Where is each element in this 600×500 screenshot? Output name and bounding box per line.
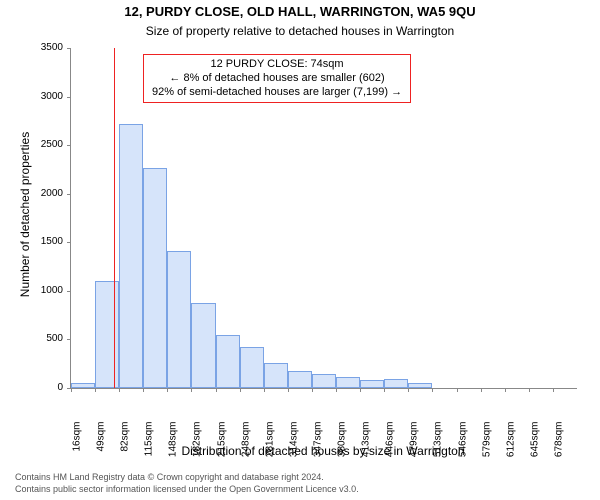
plot-area: 0500100015002000250030003500 16sqm49sqm8… — [70, 48, 577, 389]
y-tick — [67, 242, 71, 243]
y-tick-label: 1000 — [23, 285, 63, 296]
x-tick — [529, 388, 530, 392]
credit-line-1: Contains HM Land Registry data © Crown c… — [15, 472, 324, 482]
callout-line-3: 92% of semi-detached houses are larger (… — [152, 86, 402, 100]
x-tick — [457, 388, 458, 392]
credit-line-2: Contains public sector information licen… — [15, 484, 359, 494]
x-tick — [336, 388, 337, 392]
histogram-bar — [143, 168, 167, 388]
callout-line-2: ← 8% of detached houses are smaller (602… — [152, 72, 402, 86]
x-tick — [240, 388, 241, 392]
y-tick-label: 2000 — [23, 188, 63, 199]
chart-title: 12, PURDY CLOSE, OLD HALL, WARRINGTON, W… — [0, 4, 600, 19]
property-marker-line — [114, 48, 115, 388]
x-tick — [216, 388, 217, 392]
x-axis-label: Distribution of detached houses by size … — [70, 444, 576, 458]
callout-box: 12 PURDY CLOSE: 74sqm ← 8% of detached h… — [143, 54, 411, 103]
x-tick — [408, 388, 409, 392]
x-tick — [143, 388, 144, 392]
y-tick — [67, 48, 71, 49]
histogram-bar — [288, 371, 312, 388]
y-tick-label: 1500 — [23, 236, 63, 247]
chart-container: 12, PURDY CLOSE, OLD HALL, WARRINGTON, W… — [0, 0, 600, 500]
y-tick-label: 3500 — [23, 42, 63, 53]
y-tick — [67, 97, 71, 98]
y-tick-label: 0 — [23, 382, 63, 393]
y-tick-label: 3000 — [23, 91, 63, 102]
histogram-bar — [264, 363, 288, 388]
histogram-bar — [360, 380, 384, 388]
x-tick — [288, 388, 289, 392]
x-tick — [432, 388, 433, 392]
y-tick — [67, 145, 71, 146]
y-tick — [67, 194, 71, 195]
histogram-bar — [191, 303, 215, 388]
x-tick — [119, 388, 120, 392]
x-tick — [312, 388, 313, 392]
x-tick — [384, 388, 385, 392]
histogram-bar — [240, 347, 264, 388]
x-tick — [360, 388, 361, 392]
y-tick — [67, 291, 71, 292]
histogram-bar — [167, 251, 191, 388]
chart-subtitle: Size of property relative to detached ho… — [0, 24, 600, 38]
y-tick — [67, 339, 71, 340]
x-tick — [505, 388, 506, 392]
x-tick — [481, 388, 482, 392]
histogram-bar — [119, 124, 143, 388]
histogram-bar — [71, 383, 95, 388]
callout-line-1: 12 PURDY CLOSE: 74sqm — [152, 58, 402, 72]
x-tick — [71, 388, 72, 392]
histogram-bar — [95, 281, 119, 388]
x-tick — [191, 388, 192, 392]
x-tick — [167, 388, 168, 392]
x-tick — [264, 388, 265, 392]
histogram-bar — [384, 379, 408, 388]
x-tick — [553, 388, 554, 392]
histogram-bar — [216, 335, 240, 388]
histogram-bar — [312, 374, 336, 388]
x-tick — [95, 388, 96, 392]
histogram-bar — [336, 377, 360, 388]
y-tick-label: 500 — [23, 333, 63, 344]
y-tick-label: 2500 — [23, 139, 63, 150]
histogram-bar — [408, 383, 432, 388]
